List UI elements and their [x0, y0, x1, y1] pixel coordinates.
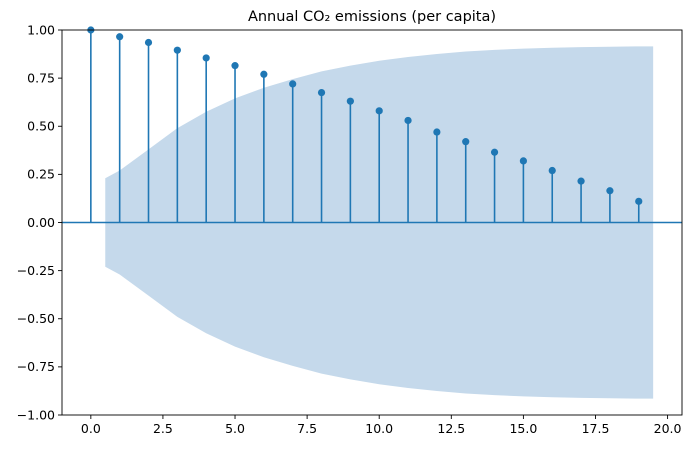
acf-point-19: [635, 197, 643, 205]
acf-point-11: [404, 116, 412, 125]
x-tick-label: 5.0: [225, 421, 245, 436]
acf-point-6: [260, 70, 268, 78]
acf-point-16: [548, 166, 556, 175]
x-tick-label: 0.0: [81, 421, 101, 436]
y-tick-label: 0.25: [27, 167, 55, 182]
y-tick-label: −0.25: [17, 263, 55, 278]
x-tick-label: 12.5: [437, 421, 465, 436]
acf-point-14: [490, 148, 499, 156]
y-tick-label: −0.75: [17, 359, 55, 374]
acf-point-4: [202, 54, 210, 62]
acf-point-3: [173, 46, 181, 54]
y-tick-label: −1.00: [17, 407, 55, 422]
acf-point-12: [433, 128, 441, 136]
tick-layer: 0.0 2.5 5.0 7.5 10.0 12.5 15.0 17.5 20.0 −1.00 −0.…: [17, 22, 682, 436]
acf-point-8: [317, 88, 326, 97]
y-tick-label: 0.75: [27, 70, 55, 85]
y-tick-label: 0.00: [27, 215, 55, 230]
acf-point-18: [606, 187, 614, 195]
x-tick-label: 15.0: [509, 421, 537, 436]
y-tick-label: 0.50: [27, 119, 55, 134]
acf-point-2: [144, 38, 153, 47]
acf-point-15: [519, 157, 527, 165]
x-tick-label: 7.5: [297, 421, 317, 436]
acf-point-5: [231, 62, 239, 70]
plot-frame: [61, 29, 683, 416]
acf-point-1: [116, 33, 124, 41]
acf-point-9: [346, 97, 354, 105]
y-tick-label: −0.50: [17, 311, 55, 326]
y-tick-label: 1.00: [27, 22, 55, 37]
chart-title: Annual CO₂ emissions (per capita): [248, 9, 496, 25]
x-tick-label: 10.0: [365, 421, 393, 436]
x-tick-label: 2.5: [153, 421, 173, 436]
stem-layer: [87, 26, 643, 223]
acf-point-7: [289, 80, 297, 88]
acf-point-17: [577, 177, 585, 185]
x-tick-label: 17.5: [582, 421, 610, 436]
acf-point-13: [462, 138, 470, 146]
x-tick-label: 20.0: [654, 421, 682, 436]
acf-point-10: [375, 107, 383, 115]
